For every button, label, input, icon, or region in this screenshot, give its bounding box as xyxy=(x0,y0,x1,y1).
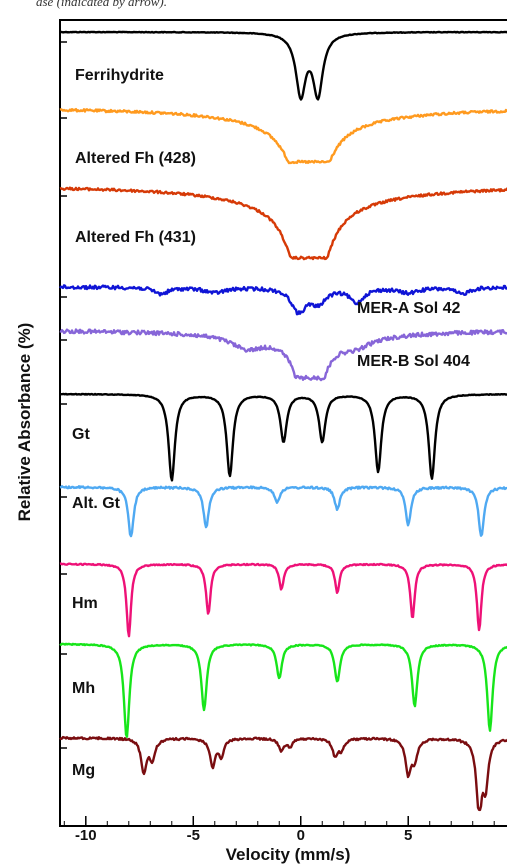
x-tick-label: 5 xyxy=(404,827,412,844)
series-line-mer-a-sol-42 xyxy=(59,284,507,316)
series-label: Ferrihydrite xyxy=(75,67,164,84)
series-label: Altered Fh (431) xyxy=(75,229,196,246)
top-caption: ase (indicated by arrow). xyxy=(36,0,167,9)
y-axis-title: Relative Absorbance (%) xyxy=(15,323,34,522)
series-layer xyxy=(59,30,507,812)
series-line-mer-b-sol-404 xyxy=(59,328,507,382)
series-label: Mh xyxy=(72,680,95,697)
x-axis-title: Velocity (mm/s) xyxy=(226,845,351,864)
series-label: Alt. Gt xyxy=(72,495,121,512)
x-tick-label: -10 xyxy=(75,827,97,844)
series-line-mh xyxy=(59,642,507,738)
series-label: MER-A Sol 42 xyxy=(357,300,461,317)
series-line-alt-gt xyxy=(59,485,507,538)
x-axis: -10-50510 xyxy=(63,816,495,844)
series-label: Hm xyxy=(72,595,98,612)
series-line-altered-fh-428 xyxy=(59,108,507,165)
series-line-hm xyxy=(59,562,507,638)
x-tick-label: 0 xyxy=(297,827,305,844)
series-label: MER-B Sol 404 xyxy=(357,353,470,370)
plot-frame xyxy=(59,19,507,827)
series-line-gt xyxy=(59,392,507,482)
series-label: Altered Fh (428) xyxy=(75,150,196,167)
x-tick-label: -5 xyxy=(187,827,200,844)
series-line-altered-fh-431 xyxy=(59,186,507,261)
series-line-ferrihydrite xyxy=(59,30,507,101)
series-labels-layer: Ferrihydrite Altered Fh (428) Altered Fh (… xyxy=(72,67,470,779)
y-axis-ticks xyxy=(60,41,67,749)
series-label: Mg xyxy=(72,762,95,779)
series-line-mg xyxy=(59,735,507,812)
series-label: Gt xyxy=(72,426,90,443)
